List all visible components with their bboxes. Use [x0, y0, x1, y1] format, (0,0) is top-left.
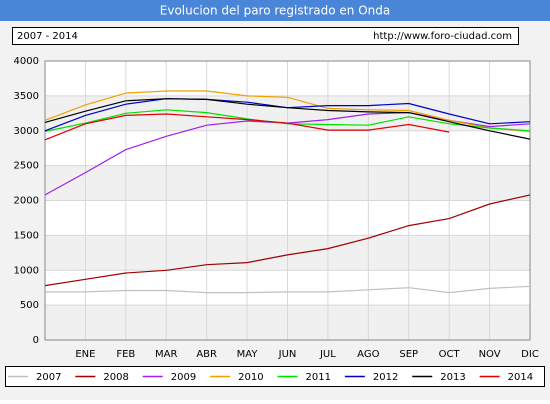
legend-label: 2012 — [373, 372, 398, 383]
legend-label: 2010 — [238, 372, 263, 383]
y-tick-label: 1000 — [14, 265, 39, 276]
title-bar — [0, 0, 550, 21]
legend-label: 2009 — [171, 372, 196, 383]
y-tick-label: 1500 — [14, 230, 39, 241]
y-tick-label: 500 — [20, 300, 39, 311]
x-tick-label: JUN — [278, 349, 297, 360]
y-tick-label: 0 — [33, 335, 39, 346]
x-tick-label: FEB — [116, 349, 135, 360]
y-tick-label: 3500 — [14, 91, 39, 102]
x-tick-label: NOV — [479, 349, 501, 360]
subtitle: 2007 - 2014 — [17, 31, 78, 42]
legend-label: 2008 — [103, 372, 128, 383]
y-tick-label: 4000 — [14, 56, 39, 67]
series-line — [44, 113, 450, 141]
y-tick-label: 2500 — [14, 161, 39, 172]
x-tick-label: JUL — [319, 349, 336, 360]
legend-box — [5, 366, 545, 387]
chart-title: Evolucion del paro registrado en Onda — [160, 4, 390, 18]
legend-label: 2014 — [508, 372, 533, 383]
series-line — [44, 109, 531, 132]
x-tick-label: MAR — [155, 349, 177, 360]
y-tick-label: 3000 — [14, 126, 39, 137]
source: http://www.foro-ciudad.com — [373, 31, 512, 42]
x-tick-label: AGO — [357, 349, 379, 360]
series-line — [44, 194, 531, 287]
series-line — [45, 285, 531, 294]
legend-label: 2007 — [36, 372, 61, 383]
x-tick-label: ABR — [196, 349, 217, 360]
legend-label: 2011 — [306, 372, 331, 383]
plot-border — [44, 60, 531, 341]
series-line — [44, 90, 531, 132]
x-tick-label: OCT — [439, 349, 461, 360]
x-tick-label: DIC — [521, 349, 539, 360]
x-tick-label: ENE — [75, 349, 95, 360]
series-line — [44, 98, 531, 140]
x-tick-label: MAY — [237, 349, 259, 360]
legend-label: 2013 — [440, 372, 465, 383]
y-tick-label: 2000 — [14, 196, 39, 207]
x-tick-label: SEP — [399, 349, 418, 360]
subtitle-box — [12, 27, 519, 45]
